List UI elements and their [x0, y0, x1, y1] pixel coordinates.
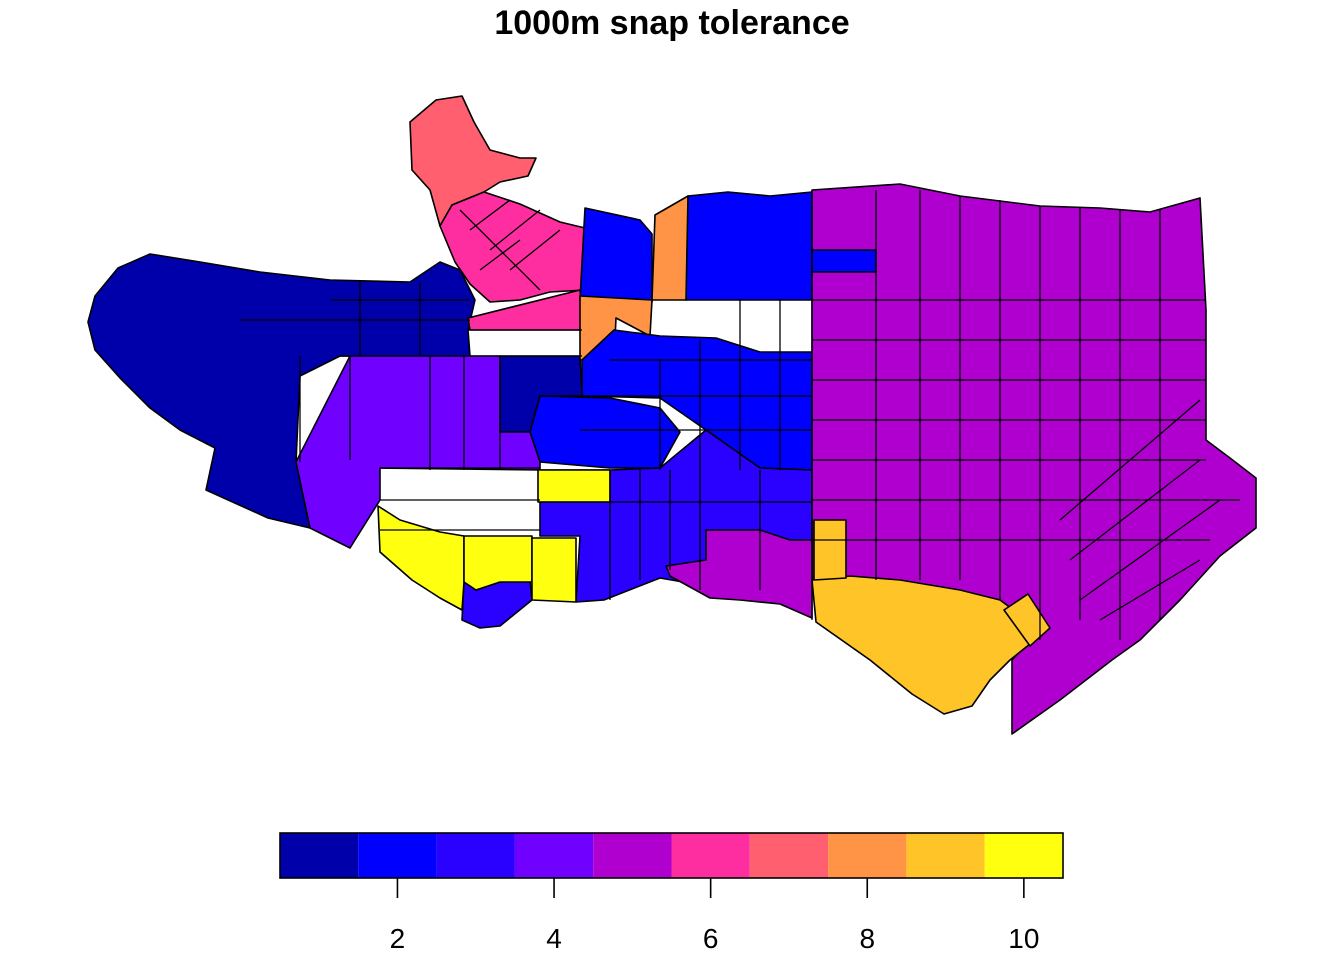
region-sunset [665, 529, 813, 619]
legend-tick-label: 10 [1008, 923, 1039, 954]
choropleth-map [87, 95, 1257, 735]
region-champlain [1003, 593, 1051, 647]
legend-tick-label: 6 [703, 923, 719, 954]
legend-color-box [906, 833, 985, 878]
legend-tick-label: 4 [546, 923, 562, 954]
region-fraserview [813, 519, 847, 581]
legend-color-box [358, 833, 437, 878]
legend-tick-label: 2 [390, 923, 406, 954]
region-chinatown [651, 195, 689, 301]
region-southlands [377, 505, 465, 611]
legend-color-box [514, 833, 594, 878]
region-marpole [531, 537, 577, 603]
map-title: 1000m snap tolerance [494, 4, 850, 42]
legend-color-box [984, 833, 1063, 878]
region-oakridge [463, 535, 533, 591]
legend-color-box [671, 833, 750, 878]
legend-color-box [828, 833, 907, 878]
region-killarney [811, 575, 1041, 715]
legend-color-box [749, 833, 829, 878]
legend-color-box [436, 833, 515, 878]
legend-color-box [593, 833, 672, 878]
region-stanley-park [409, 95, 537, 227]
legend-color-box [280, 833, 359, 878]
legend-tick-label: 8 [859, 923, 875, 954]
